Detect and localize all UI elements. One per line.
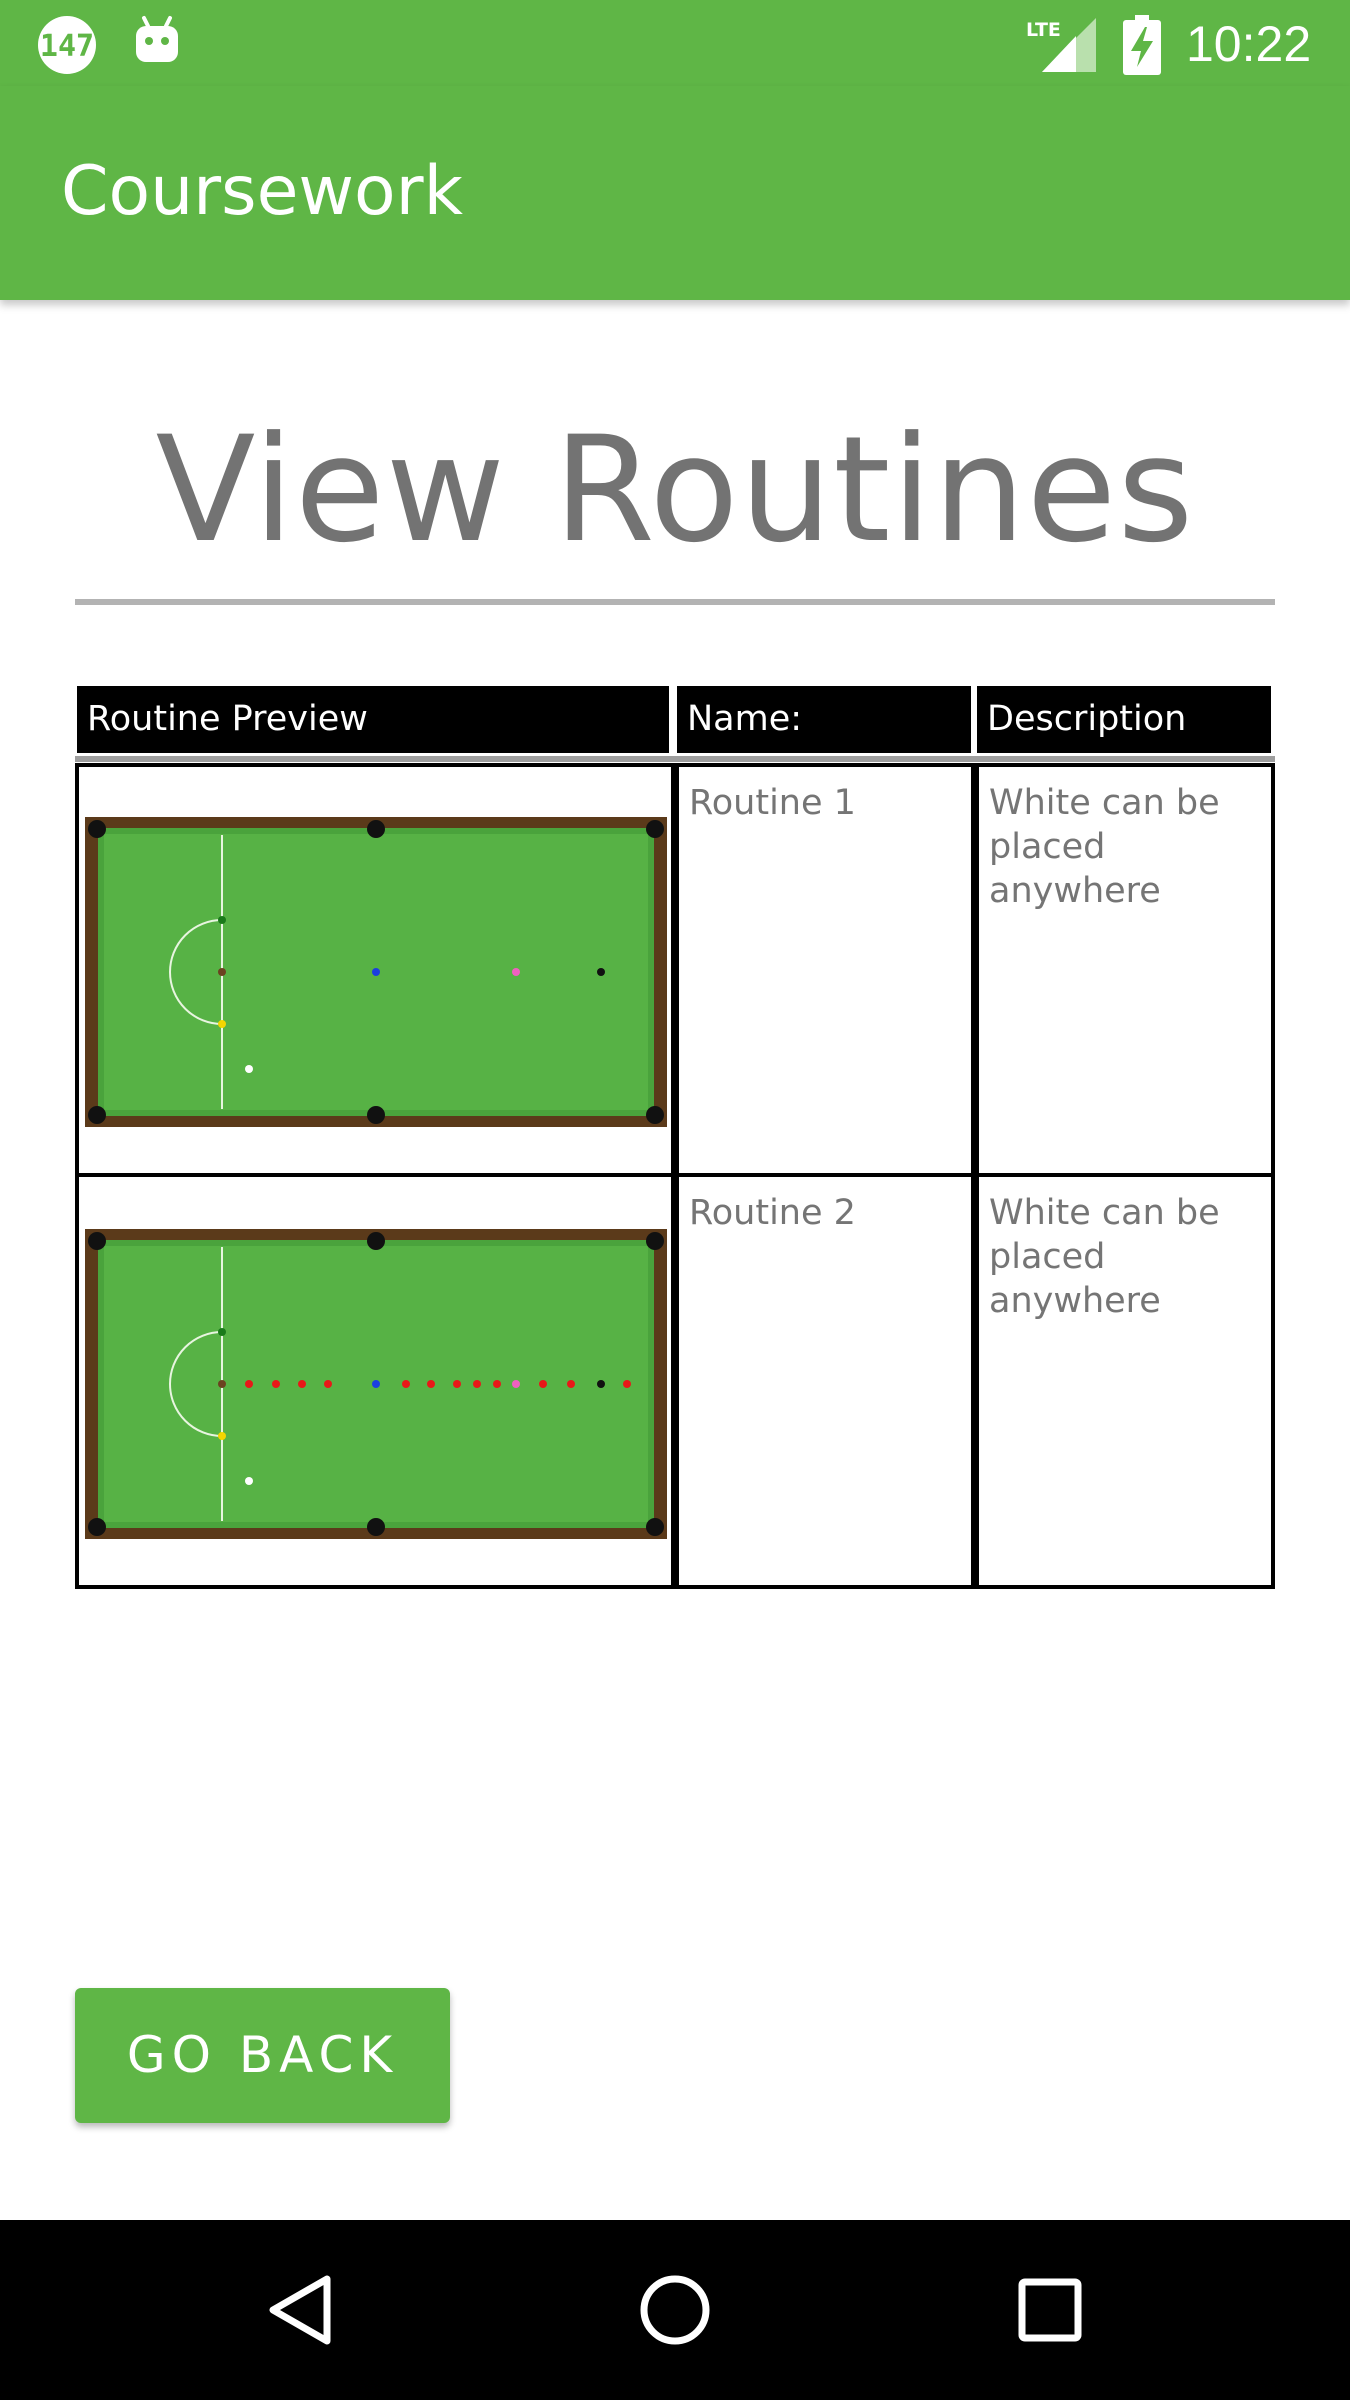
recents-square-icon[interactable] <box>1005 2265 1095 2355</box>
routine-name: Routine 1 <box>689 783 856 823</box>
routine-1-name-cell[interactable]: Routine 1 <box>675 763 975 1177</box>
back-triangle-icon[interactable] <box>255 2265 345 2355</box>
routine-2-name-cell[interactable]: Routine 2 <box>675 1173 975 1589</box>
status-time: 10:22 <box>1186 16 1312 72</box>
routine-2-preview-cell[interactable] <box>75 1173 675 1589</box>
navigation-bar <box>0 2220 1350 2400</box>
home-circle-icon[interactable] <box>630 2265 720 2355</box>
page-title: View Routines <box>155 405 1195 575</box>
header-divider <box>75 756 1275 762</box>
header-routine-preview: Routine Preview <box>77 686 669 753</box>
svg-text:147: 147 <box>40 29 94 64</box>
routine-description: White can be placed anywhere <box>989 1193 1220 1321</box>
app-bar: Coursework <box>0 86 1350 300</box>
title-underline <box>75 599 1275 605</box>
svg-text:LTE: LTE <box>1026 19 1061 41</box>
snooker-table-routine-1-icon <box>85 817 667 1127</box>
android-icon <box>136 16 178 62</box>
lte-signal-icon: LTE <box>1026 18 1096 72</box>
battery-charging-icon <box>1123 15 1161 75</box>
routine-1-description-cell[interactable]: White can be placed anywhere <box>975 763 1275 1177</box>
routine-name: Routine 2 <box>689 1193 856 1233</box>
notification-badge-icon: 147 <box>38 16 96 74</box>
snooker-table-routine-2-icon <box>85 1229 667 1539</box>
app-title: Coursework <box>61 152 463 231</box>
header-description: Description <box>977 686 1271 753</box>
status-bar: 147 LTE 10:22 <box>0 0 1350 86</box>
go-back-button[interactable]: GO BACK <box>75 1988 450 2123</box>
routine-description: White can be placed anywhere <box>989 783 1220 911</box>
header-name: Name: <box>677 686 971 753</box>
routine-2-description-cell[interactable]: White can be placed anywhere <box>975 1173 1275 1589</box>
routine-1-preview-cell[interactable] <box>75 763 675 1177</box>
